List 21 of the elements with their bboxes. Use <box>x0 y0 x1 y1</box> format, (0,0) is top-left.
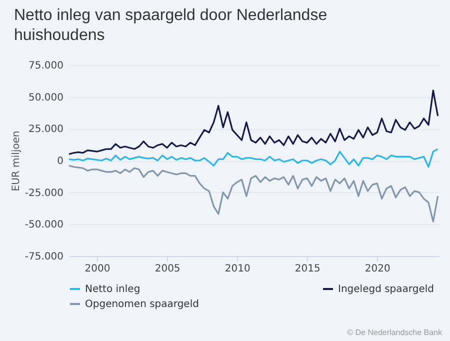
x-tick-label: 2000 <box>84 264 110 274</box>
text: © De Nederlandsche Bank <box>347 328 442 337</box>
x-tick-label: 2015 <box>294 264 320 274</box>
y-tick-label: 50.000 <box>28 92 64 104</box>
line-series <box>68 148 439 168</box>
chart-title: Netto inleg van spaargeld door Nederlandse huishoudens <box>14 6 328 46</box>
x-tick-label: 2020 <box>364 264 390 274</box>
legend-label: Opgenomen spaargeld <box>85 299 199 310</box>
y-tick-label: 75.000 <box>28 60 64 72</box>
legend-label: Netto inleg <box>85 284 140 295</box>
x-tick-label: 2005 <box>154 264 180 274</box>
y-tick-label: 25.000 <box>28 124 64 136</box>
y-tick-label: 0 <box>57 156 64 167</box>
y-tick-label: -25.000 <box>24 188 64 199</box>
y-axis-title: EUR miljoen <box>10 130 22 192</box>
y-tick-label: -75.000 <box>24 252 64 262</box>
line-series <box>68 90 439 155</box>
x-tick-label: 2010 <box>224 264 250 274</box>
y-tick-label: -50.000 <box>24 220 64 231</box>
line-series <box>68 164 439 222</box>
legend-label: Ingelegd spaargeld <box>338 284 434 295</box>
